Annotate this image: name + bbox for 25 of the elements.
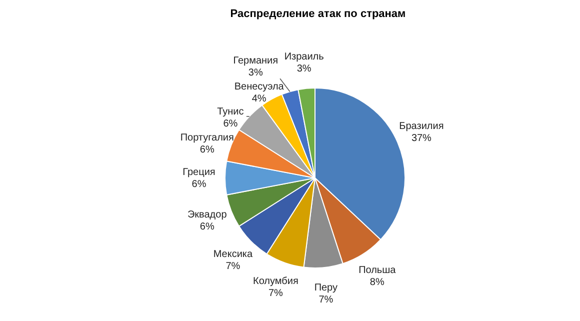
slice-label: Эквадор xyxy=(187,210,228,221)
data-label: 6% xyxy=(223,118,238,130)
data-label: 6% xyxy=(192,179,206,190)
data-label: 3% xyxy=(296,64,312,75)
slice-label: Перу xyxy=(314,282,338,294)
data-label: 7% xyxy=(318,294,334,306)
data-label: 6% xyxy=(200,222,214,233)
slice-label: Колумбия xyxy=(253,276,298,288)
slice-label: Польша xyxy=(358,264,396,276)
data-label: 6% xyxy=(200,144,214,156)
slice-label: Португалия xyxy=(180,132,234,144)
slice-label: Германия xyxy=(233,56,278,67)
data-label: 37% xyxy=(411,132,432,144)
data-label: 7% xyxy=(268,288,284,300)
slice-label: Греция xyxy=(182,167,216,178)
data-label: 4% xyxy=(252,93,266,104)
slice-label: Венесуэла xyxy=(234,81,284,92)
data-label: 8% xyxy=(370,276,384,288)
data-label: 3% xyxy=(248,68,263,79)
chart-title: Распределение атак по странам xyxy=(230,8,406,20)
slice-label: Мексика xyxy=(213,249,254,260)
slice-label: Тунис xyxy=(217,106,244,118)
data-label: 7% xyxy=(226,261,240,272)
slice-label: Бразилия xyxy=(399,120,444,132)
slice-label: Израиль xyxy=(284,52,324,63)
